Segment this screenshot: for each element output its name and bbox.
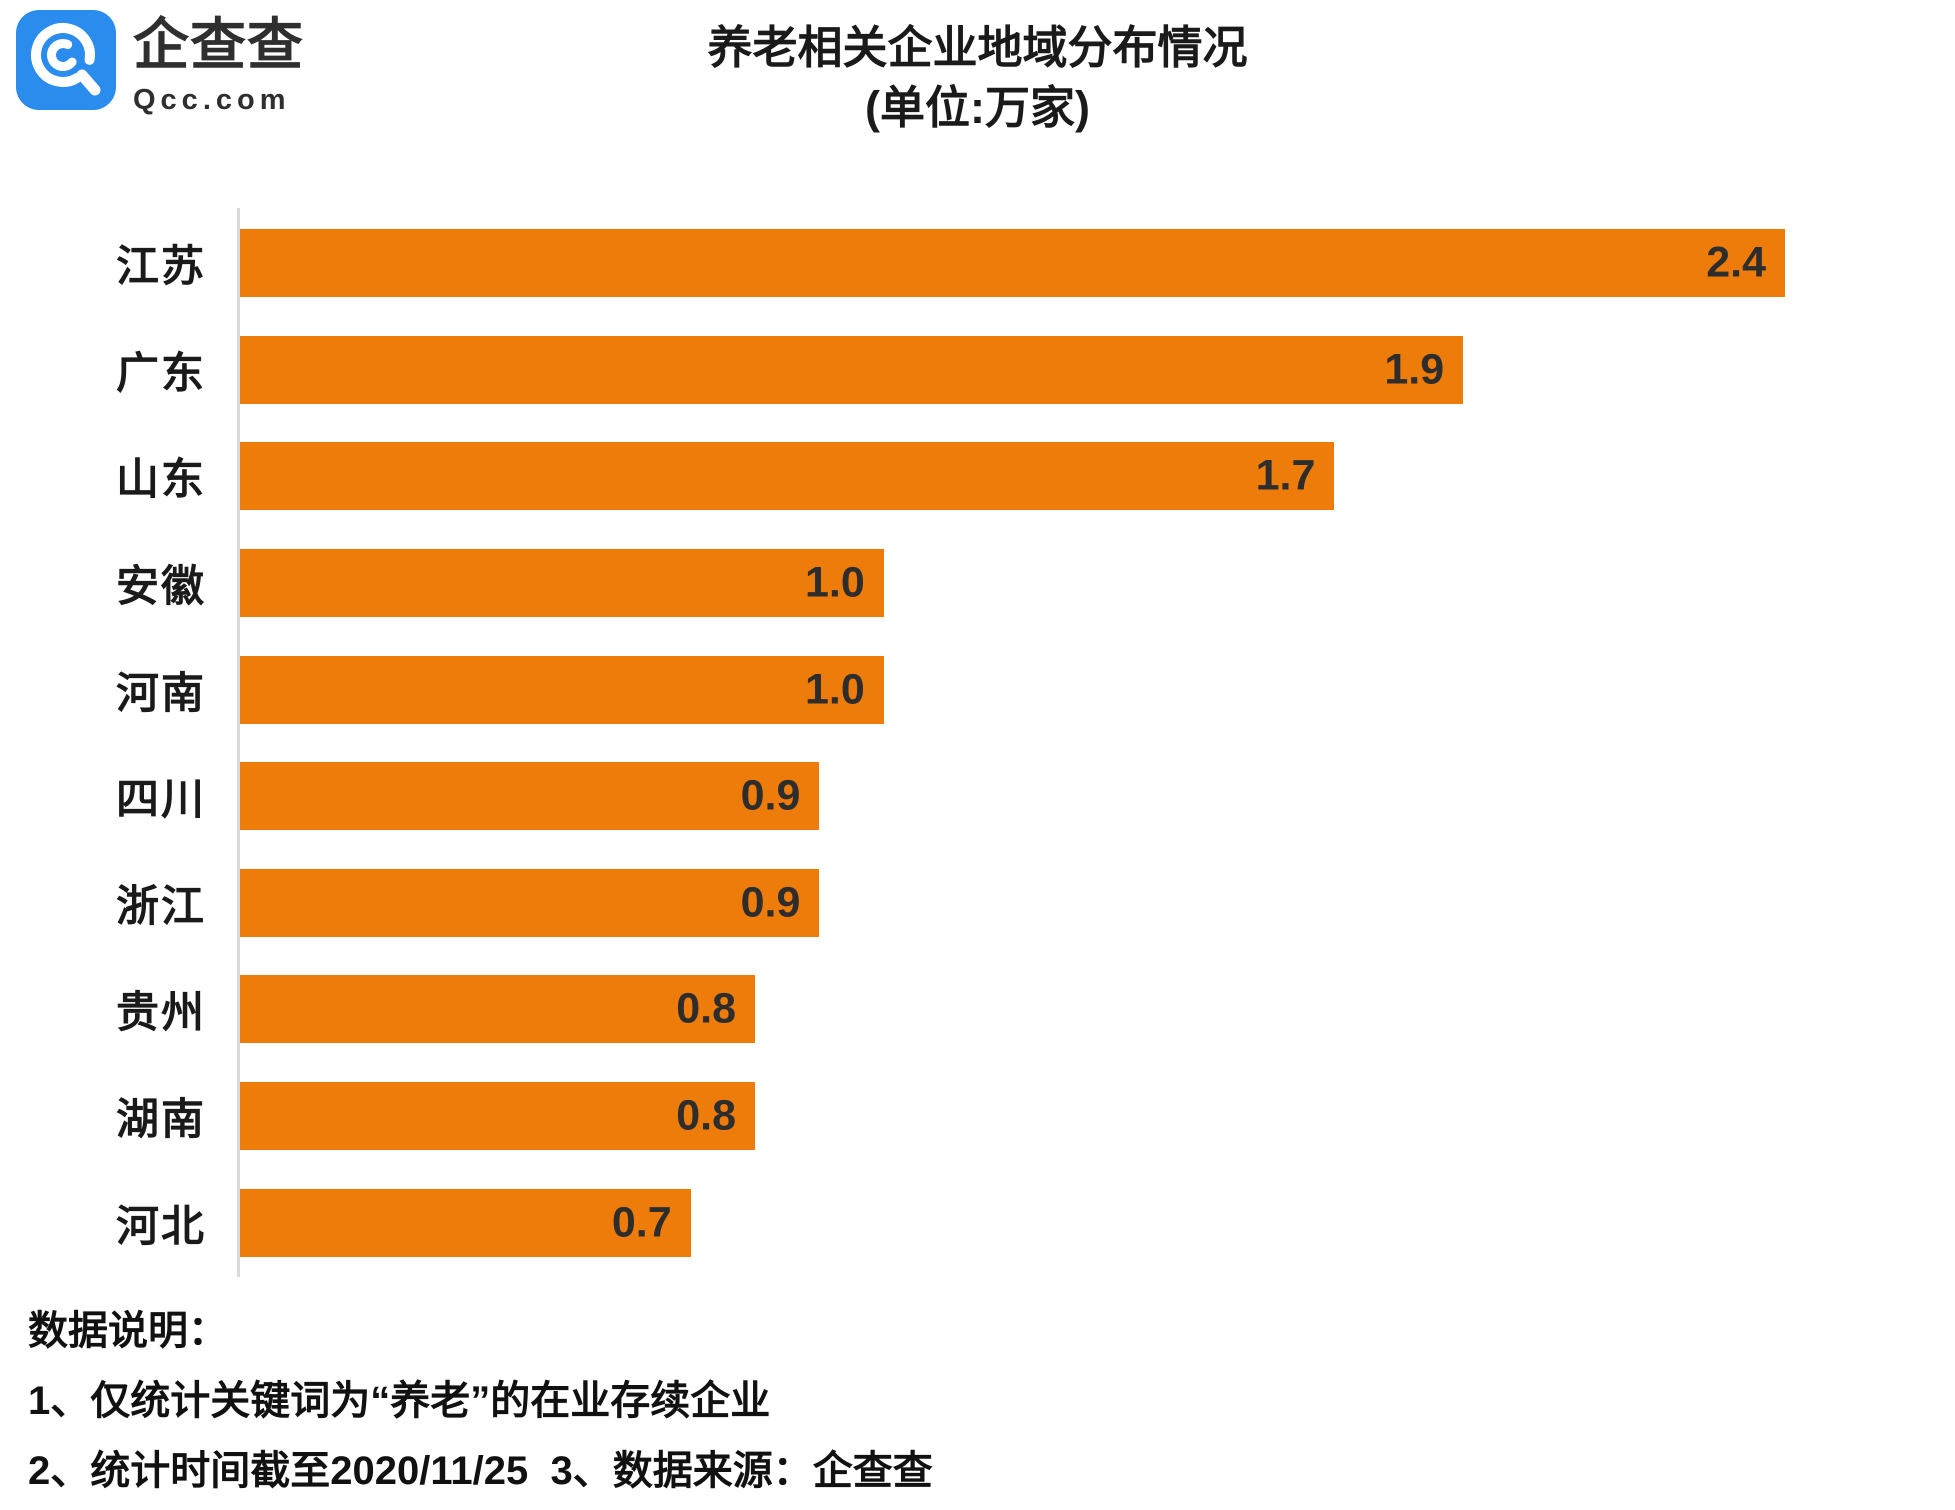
category-label: 山东 xyxy=(116,456,206,505)
data-note-1: 1、仅统计关键词为“养老”的在业存续企业 xyxy=(28,1379,771,1423)
category-label: 江苏 xyxy=(116,243,206,292)
chart-title-block: 养老相关企业地域分布情况 (单位:万家) xyxy=(0,18,1955,138)
y-axis-line xyxy=(237,208,240,1277)
category-label: 浙江 xyxy=(116,882,206,931)
bar-value-label: 0.9 xyxy=(740,878,801,927)
bar-row: 四川 0.9 xyxy=(116,743,1785,850)
bar-row: 河南 1.0 xyxy=(116,636,1785,743)
bar-value-label: 0.7 xyxy=(611,1198,672,1247)
bar-value-label: 1.0 xyxy=(804,665,865,714)
category-label: 湖南 xyxy=(116,1096,206,1145)
chart-title: 养老相关企业地域分布情况 xyxy=(707,22,1248,73)
bar-row: 安徽 1.0 xyxy=(116,530,1785,637)
bar: 1.0 xyxy=(240,549,884,618)
bar-value-label: 0.8 xyxy=(676,1091,736,1140)
chart-subtitle: (单位:万家) xyxy=(865,82,1090,133)
bar-value-label: 0.8 xyxy=(676,984,736,1033)
bar-row: 江苏 2.4 xyxy=(116,210,1785,317)
bar: 0.9 xyxy=(240,868,820,937)
category-label: 贵州 xyxy=(116,989,206,1038)
bar-row: 浙江 0.9 xyxy=(116,850,1785,957)
bar-row: 湖南 0.8 xyxy=(116,1063,1785,1170)
qcc-logo-icon xyxy=(16,10,116,110)
bar-rows: 江苏 2.4 广东 1.9 山东 1.7 安徽 1.0 河南 xyxy=(116,210,1785,1276)
category-label: 河北 xyxy=(116,1202,206,1251)
brand-text: 企查查 Qcc.com xyxy=(133,10,304,115)
bar-value-label: 1.0 xyxy=(804,558,865,607)
bar: 2.4 xyxy=(240,229,1785,298)
bar: 1.7 xyxy=(240,442,1335,511)
bar-chart: 江苏 2.4 广东 1.9 山东 1.7 安徽 1.0 河南 xyxy=(0,208,1955,1278)
bar: 1.9 xyxy=(240,335,1464,404)
data-note-2: 2、统计时间截至2020/11/25 3、数据来源：企查查 xyxy=(28,1449,933,1493)
bar-value-label: 1.7 xyxy=(1255,451,1316,500)
bar-value-label: 0.9 xyxy=(740,771,801,820)
bar: 0.8 xyxy=(240,975,755,1044)
category-label: 安徽 xyxy=(116,563,206,612)
data-notes-heading: 数据说明： xyxy=(28,1309,228,1353)
brand-name-en: Qcc.com xyxy=(133,84,291,116)
bar-row: 山东 1.7 xyxy=(116,423,1785,530)
category-label: 河南 xyxy=(116,669,206,718)
bar: 0.8 xyxy=(240,1082,755,1151)
brand-name-cn: 企查查 xyxy=(133,13,304,76)
bar-row: 贵州 0.8 xyxy=(116,956,1785,1063)
bar-value-label: 1.9 xyxy=(1384,345,1445,394)
category-label: 四川 xyxy=(116,776,206,825)
category-label: 广东 xyxy=(116,349,206,398)
data-notes: 数据说明： 1、仅统计关键词为“养老”的在业存续企业 2、统计时间截至2020/… xyxy=(28,1296,933,1506)
bar-row: 河北 0.7 xyxy=(116,1169,1785,1276)
bar-row: 广东 1.9 xyxy=(116,317,1785,424)
bar-value-label: 2.4 xyxy=(1706,238,1766,287)
brand-logo: 企查查 Qcc.com xyxy=(16,10,304,115)
bar: 1.0 xyxy=(240,655,884,724)
bar: 0.7 xyxy=(240,1188,691,1257)
bar: 0.9 xyxy=(240,762,820,831)
